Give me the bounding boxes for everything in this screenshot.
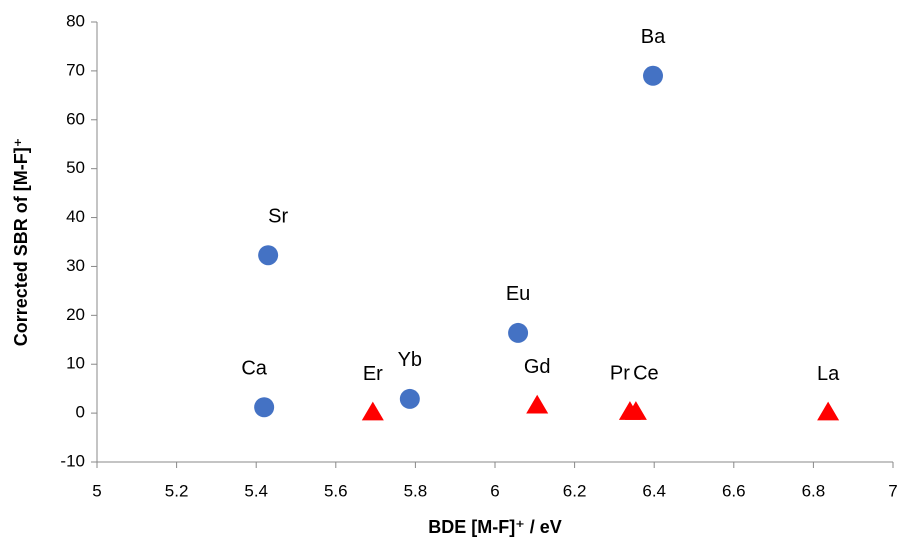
y-tick-label: 0	[76, 403, 85, 422]
y-tick-label: 10	[66, 354, 85, 373]
point	[526, 394, 549, 414]
point-label: Ca	[241, 358, 267, 380]
y-tick-label: 80	[66, 11, 85, 30]
x-tick-label: 5.8	[404, 481, 428, 500]
x-tick-label: 5.6	[324, 481, 348, 500]
point-label: Eu	[506, 283, 530, 305]
x-tick-label: 5.2	[165, 481, 189, 500]
y-axis-title: Corrected SBR of [M-F]⁺	[11, 138, 31, 347]
point-label: Gd	[524, 356, 551, 378]
point	[399, 388, 420, 409]
y-tick-label: 40	[66, 207, 85, 226]
x-tick-label: 6.4	[642, 481, 666, 500]
point	[361, 401, 384, 421]
point-label: Ba	[641, 26, 666, 48]
y-tick-label: 70	[66, 60, 85, 79]
x-tick-label: 6	[490, 481, 499, 500]
point-label: Pr	[610, 362, 630, 384]
point	[624, 401, 647, 420]
point	[643, 65, 664, 86]
point-label: Er	[363, 363, 383, 385]
point-label: Sr	[268, 205, 288, 227]
x-tick-label: 7	[888, 481, 897, 500]
y-tick-label: 20	[66, 305, 85, 324]
x-axis-title: BDE [M-F]⁺ / eV	[428, 517, 562, 537]
point	[817, 401, 840, 421]
y-tick-label: -10	[60, 451, 85, 470]
point-label: Yb	[398, 349, 422, 371]
x-tick-label: 5.4	[244, 481, 268, 500]
y-tick-label: 30	[66, 256, 85, 275]
point	[508, 322, 529, 343]
x-tick-label: 6.2	[563, 481, 587, 500]
point	[254, 397, 275, 418]
point-label: La	[817, 363, 840, 385]
y-tick-label: 60	[66, 109, 85, 128]
y-tick-label: 50	[66, 158, 85, 177]
x-tick-label: 6.6	[722, 481, 746, 500]
x-tick-label: 6.8	[802, 481, 826, 500]
point-label: Ce	[633, 362, 659, 384]
point	[258, 245, 279, 266]
x-tick-label: 5	[92, 481, 101, 500]
